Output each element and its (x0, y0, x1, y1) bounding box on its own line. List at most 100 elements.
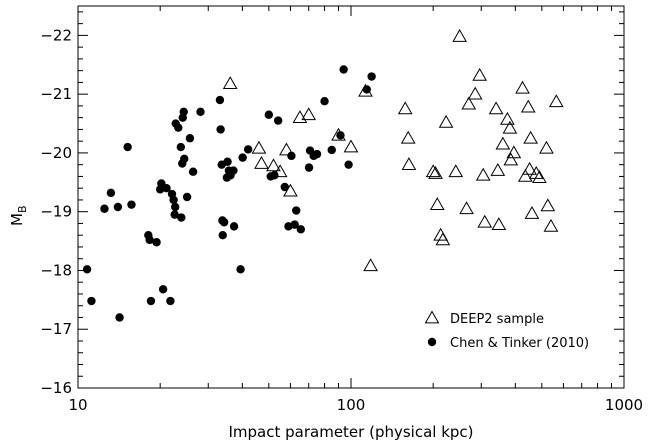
y-axis-title-subscript: B (16, 205, 29, 213)
chen-tinker-point (292, 206, 301, 215)
deep2-point (425, 164, 441, 178)
chen-tinker-point (162, 183, 171, 193)
chen-tinker-point (179, 107, 188, 116)
chen-tinker-point (215, 95, 225, 105)
chen-tinker-point (170, 210, 179, 219)
chen-tinker-point (146, 296, 156, 306)
deep2-point (506, 145, 522, 159)
chen-tinker-point (166, 296, 175, 306)
chen-tinker-point (82, 265, 92, 274)
deep2-point (400, 130, 416, 144)
deep2-point (540, 198, 556, 212)
chen-tinker-point (180, 154, 189, 163)
data-marks (82, 29, 564, 322)
chen-tinker-point (219, 218, 229, 227)
legend-deep2-label: DEEP2 sample (450, 312, 544, 327)
deep2-point (532, 170, 547, 183)
deep2-point (548, 94, 564, 108)
x-tick-label: 1000 (605, 396, 643, 414)
deep2-point (517, 168, 533, 182)
chen-tinker-point (339, 65, 348, 74)
deep2-point (272, 164, 288, 178)
legend-chen-tinker-marker (427, 337, 437, 347)
deep2-point (472, 67, 488, 81)
legend: DEEP2 sample Chen & Tinker (2010) (424, 310, 589, 351)
deep2-point (254, 155, 269, 169)
chen-tinker-point (290, 220, 299, 229)
y-tick-label: −17 (40, 320, 72, 338)
chen-tinker-point (304, 163, 314, 172)
chen-tinker-point (296, 225, 306, 234)
chen-tinker-point (229, 166, 238, 175)
legend-chen-tinker-label: Chen & Tinker (2010) (450, 336, 589, 351)
chen-tinker-point (327, 145, 336, 155)
chen-tinker-point (270, 171, 279, 180)
chen-tinker-point (243, 145, 253, 154)
chen-tinker-point (238, 153, 247, 162)
chen-tinker-point (106, 188, 116, 198)
chen-tinker-point (336, 131, 345, 140)
chen-tinker-point (185, 134, 195, 143)
deep2-point (475, 167, 491, 181)
deep2-point (343, 139, 359, 153)
chen-tinker-point (216, 125, 225, 134)
x-axis-title: Impact parameter (physical kpc) (228, 423, 473, 441)
chen-tinker-point (169, 195, 178, 205)
chen-tinker-point (113, 202, 123, 212)
chen-tinker-point (182, 192, 192, 202)
chen-tinker-point (312, 149, 322, 159)
chen-tinker-point (218, 231, 227, 240)
x-tick-label: 10 (68, 396, 87, 414)
chen-tinker-point (115, 313, 124, 322)
chen-tinker-point (196, 107, 205, 116)
plot-area-border (77, 5, 625, 389)
deep2-point (251, 140, 267, 154)
deep2-point (502, 120, 518, 134)
chen-tinker-point (127, 200, 136, 209)
deep2-point (491, 217, 507, 230)
y-tick-label: −20 (40, 144, 72, 162)
y-axis-title-main: M (8, 213, 26, 226)
chen-tinker-point (273, 116, 283, 125)
deep2-point (477, 214, 493, 228)
deep2-point (459, 201, 474, 215)
deep2-point (429, 197, 445, 211)
deep2-point (495, 136, 511, 150)
chen-tinker-point (236, 265, 245, 274)
chen-tinker-point (177, 213, 186, 222)
deep2-point (397, 101, 413, 115)
y-tick-label: −21 (40, 85, 72, 103)
deep2-point (266, 158, 281, 172)
chen-tinker-point (123, 142, 132, 152)
chen-tinker-point (87, 296, 96, 306)
deep2-point (539, 140, 554, 154)
deep2-point (520, 99, 536, 113)
chen-tinker-point (158, 285, 168, 294)
deep2-point (401, 157, 417, 171)
deep2-point (461, 96, 477, 110)
chen-tinker-point (145, 235, 154, 245)
y-tick-label: −22 (40, 26, 72, 44)
chen-tinker-point (174, 123, 183, 132)
y-tick-label: −18 (40, 261, 72, 279)
chen-tinker-point (367, 72, 376, 81)
deep2-point (363, 258, 378, 272)
deep2-point (524, 205, 540, 219)
deep2-point (543, 218, 559, 232)
deep2-point (523, 130, 538, 144)
y-axis: −16 −17 −18 −19 −20 −21 −22 (40, 11, 624, 397)
deep2-point (467, 86, 483, 100)
deep2-point (292, 110, 308, 124)
deep2-point (515, 80, 530, 94)
chen-tinker-point (100, 204, 109, 213)
deep2-point (222, 76, 238, 89)
chen-tinker-point (176, 142, 186, 152)
chen-tinker-point (320, 97, 329, 106)
chen-tinker-point (280, 182, 289, 192)
chen-tinker-point (344, 160, 353, 169)
chen-tinker-point (223, 157, 232, 166)
chen-tinker-point (362, 85, 371, 94)
chen-tinker-point (264, 110, 274, 119)
deep2-point (490, 163, 506, 176)
